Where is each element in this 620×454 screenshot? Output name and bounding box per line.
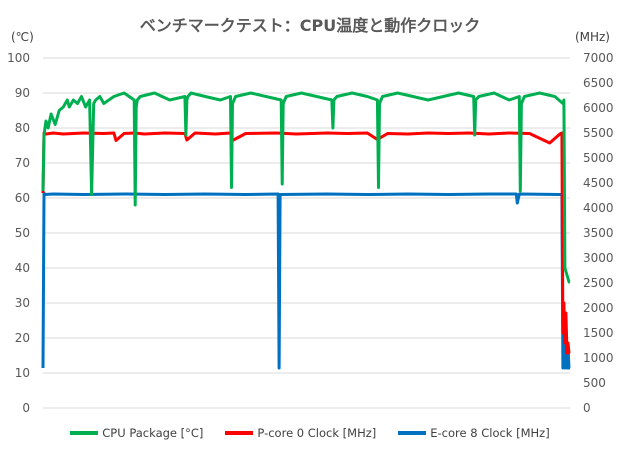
right-tick-label: 6500 — [583, 76, 614, 90]
right-tick-label: 7000 — [583, 51, 614, 65]
right-tick-label: 500 — [583, 376, 606, 390]
right-tick-label: 1500 — [583, 326, 614, 340]
legend-label-p-core-clock: P-core 0 Clock [MHz] — [257, 426, 377, 440]
left-axis-unit: (℃) — [11, 30, 34, 44]
series-lines — [41, 91, 571, 370]
legend-item-cpu-package: CPU Package [°C] — [70, 426, 203, 440]
right-tick-label: 6000 — [583, 101, 614, 115]
right-tick-label: 4500 — [583, 176, 614, 190]
right-tick-label: 5000 — [583, 151, 614, 165]
legend-item-e-core-clock: E-core 8 Clock [MHz] — [398, 426, 550, 440]
left-tick-label: 50 — [15, 226, 30, 240]
right-tick-label: 3500 — [583, 226, 614, 240]
right-tick-label: 4000 — [583, 201, 614, 215]
left-tick-label: 90 — [15, 86, 30, 100]
right-tick-label: 5500 — [583, 126, 614, 140]
left-tick-label: 80 — [15, 121, 30, 135]
left-tick-label: 10 — [15, 366, 30, 380]
legend-swatch-p-core-clock — [225, 431, 254, 435]
legend-swatch-cpu-package — [70, 431, 99, 435]
right-axis-unit: (MHz) — [574, 30, 610, 44]
right-tick-label: 2500 — [583, 276, 614, 290]
legend-label-e-core-clock: E-core 8 Clock [MHz] — [430, 426, 550, 440]
grid-lines — [43, 57, 570, 409]
series-line-cpu-package — [41, 91, 571, 284]
chart-title: ベンチマークテスト：CPU温度と動作クロック — [139, 16, 481, 35]
left-tick-label: 30 — [15, 296, 30, 310]
left-tick-label: 40 — [15, 261, 30, 275]
legend-swatch-e-core-clock — [398, 431, 427, 435]
left-axis-ticks: 0 10 20 30 40 50 60 70 80 90 100 — [7, 51, 30, 415]
legend-label-cpu-package: CPU Package [°C] — [102, 426, 204, 440]
series-line-p-core-clock — [41, 131, 571, 355]
left-tick-label: 0 — [22, 401, 30, 415]
right-tick-label: 2000 — [583, 301, 614, 315]
left-tick-label: 20 — [15, 331, 30, 345]
right-axis-ticks: 0 500 1000 1500 2000 2500 3000 3500 4000 4500 5000… — [583, 51, 614, 415]
right-tick-label: 3000 — [583, 251, 614, 265]
left-tick-label: 100 — [7, 51, 30, 65]
right-tick-label: 1000 — [583, 351, 614, 365]
legend: CPU Package [°C] P-core 0 Clock [MHz] E-… — [0, 426, 620, 440]
series-line-e-core-clock — [41, 191, 571, 370]
right-tick-label: 0 — [583, 401, 591, 415]
left-tick-label: 70 — [15, 156, 30, 170]
left-tick-label: 60 — [15, 191, 30, 205]
legend-item-p-core-clock: P-core 0 Clock [MHz] — [225, 426, 376, 440]
